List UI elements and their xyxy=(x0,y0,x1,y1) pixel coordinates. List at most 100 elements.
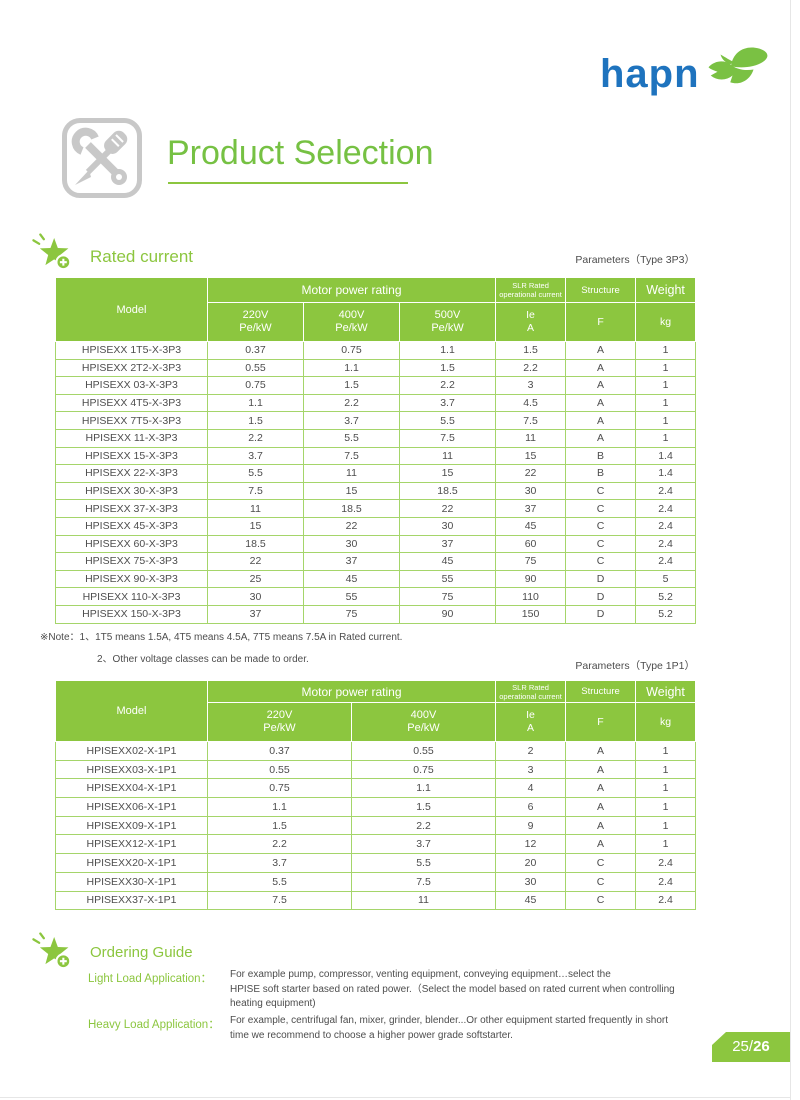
model-cell: HPISEXX 30-X-3P3 xyxy=(55,481,208,501)
value-cell: 2.2 xyxy=(207,834,352,855)
value-cell: 1 xyxy=(635,358,697,378)
model-cell: HPISEXX 45-X-3P3 xyxy=(55,516,208,536)
value-cell: 9 xyxy=(495,815,567,836)
value-cell: 4 xyxy=(495,778,567,799)
table-body-1p1: HPISEXX02-X-1P1 0.37 0.55 2 A 1 HPISEXX03-X-1P… xyxy=(55,741,697,911)
header-kg: kg xyxy=(635,302,697,342)
section-title-ordering-guide: Ordering Guide xyxy=(90,944,193,961)
value-cell: 30 xyxy=(495,871,567,892)
bird-icon xyxy=(704,44,770,97)
header-structure: Structure xyxy=(565,680,637,703)
model-cell: HPISEXX30-X-1P1 xyxy=(55,871,208,892)
value-cell: 18.5 xyxy=(207,534,304,554)
model-cell: HPISEXX 22-X-3P3 xyxy=(55,464,208,483)
value-cell: C xyxy=(565,499,637,518)
header-220v: 220V Pe/kW xyxy=(207,302,304,342)
table-row: HPISEXX 2T2-X-3P3 0.55 1.1 1.5 2.2 A 1 xyxy=(55,358,697,378)
value-cell: A xyxy=(565,341,637,360)
model-cell: HPISEXX 03-X-3P3 xyxy=(55,376,208,395)
value-cell: 12 xyxy=(495,834,567,855)
page-edge-bottom xyxy=(0,1097,791,1098)
value-cell: 3.7 xyxy=(207,446,304,466)
value-cell: 3.7 xyxy=(303,411,400,430)
value-cell: A xyxy=(565,411,637,430)
value-cell: 7.5 xyxy=(303,446,400,466)
value-cell: B xyxy=(565,464,637,483)
value-cell: C xyxy=(565,481,637,501)
value-cell: 0.55 xyxy=(207,358,304,378)
model-cell: HPISEXX 2T2-X-3P3 xyxy=(55,358,208,378)
value-cell: C xyxy=(565,890,637,911)
model-cell: HPISEXX 1T5-X-3P3 xyxy=(55,341,208,360)
wrench-screwdriver-icon xyxy=(67,127,137,197)
tools-icon-frame xyxy=(62,118,142,198)
page-title: Product Selection xyxy=(167,134,434,172)
model-cell: HPISEXX12-X-1P1 xyxy=(55,834,208,855)
value-cell: 1 xyxy=(635,778,697,799)
table-row: HPISEXX09-X-1P1 1.5 2.2 9 A 1 xyxy=(55,815,697,836)
table-row: HPISEXX 90-X-3P3 25 45 55 90 D 5 xyxy=(55,569,697,589)
value-cell: 45 xyxy=(495,890,567,911)
value-cell: 2.2 xyxy=(303,393,400,413)
value-cell: 1 xyxy=(635,834,697,855)
value-cell: A xyxy=(565,759,637,780)
brand-logo: hapn xyxy=(600,47,770,97)
page-current: 25/ xyxy=(732,1038,754,1055)
value-cell: 5.5 xyxy=(207,871,352,892)
value-cell: 30 xyxy=(303,534,400,554)
page-edge-right xyxy=(790,0,791,1100)
table-row: HPISEXX 15-X-3P3 3.7 7.5 11 15 B 1.4 xyxy=(55,446,697,466)
value-cell: 37 xyxy=(495,499,567,518)
value-cell: C xyxy=(565,516,637,536)
model-cell: HPISEXX 60-X-3P3 xyxy=(55,534,208,554)
header-weight: Weight xyxy=(635,680,697,703)
value-cell: 6 xyxy=(495,797,567,817)
value-cell: 1.1 xyxy=(350,778,497,799)
model-cell: HPISEXX 4T5-X-3P3 xyxy=(55,393,208,413)
value-cell: 75 xyxy=(303,604,400,624)
model-cell: HPISEXX 11-X-3P3 xyxy=(55,428,208,448)
value-cell: 45 xyxy=(303,569,400,589)
value-cell: 22 xyxy=(495,464,567,483)
value-cell: 1.5 xyxy=(207,815,352,836)
header-f: F xyxy=(565,702,637,742)
value-cell: 3.7 xyxy=(207,853,352,873)
value-cell: 1.5 xyxy=(398,358,497,378)
value-cell: 7.5 xyxy=(350,871,497,892)
value-cell: 37 xyxy=(303,552,400,571)
model-cell: HPISEXX 75-X-3P3 xyxy=(55,552,208,571)
value-cell: 1 xyxy=(635,815,697,836)
value-cell: A xyxy=(565,741,637,761)
value-cell: 1.5 xyxy=(350,797,497,817)
value-cell: 20 xyxy=(495,853,567,873)
table-row: HPISEXX30-X-1P1 5.5 7.5 30 C 2.4 xyxy=(55,871,697,892)
table-row: HPISEXX 30-X-3P3 7.5 15 18.5 30 C 2.4 xyxy=(55,481,697,501)
value-cell: 1 xyxy=(635,376,697,395)
header-400v: 400V Pe/kW xyxy=(350,702,497,742)
value-cell: C xyxy=(565,534,637,554)
header-f: F xyxy=(565,302,637,342)
header-model: Model xyxy=(55,680,208,742)
value-cell: 3 xyxy=(495,759,567,780)
value-cell: A xyxy=(565,797,637,817)
header-500v: 500V Pe/kW xyxy=(398,302,497,342)
value-cell: 18.5 xyxy=(398,481,497,501)
value-cell: 2.4 xyxy=(635,871,697,892)
header-slr-rated: SLR Rated operational current xyxy=(495,680,567,703)
value-cell: 11 xyxy=(303,464,400,483)
table-row: HPISEXX04-X-1P1 0.75 1.1 4 A 1 xyxy=(55,778,697,799)
model-cell: HPISEXX 150-X-3P3 xyxy=(55,604,208,624)
table-row: HPISEXX 110-X-3P3 30 55 75 110 D 5.2 xyxy=(55,587,697,606)
value-cell: 2 xyxy=(495,741,567,761)
value-cell: 30 xyxy=(398,516,497,536)
value-cell: C xyxy=(565,853,637,873)
star-plus-icon xyxy=(30,932,76,977)
value-cell: 1.1 xyxy=(398,341,497,360)
value-cell: 15 xyxy=(303,481,400,501)
value-cell: 1.5 xyxy=(303,376,400,395)
value-cell: 2.2 xyxy=(207,428,304,448)
value-cell: 7.5 xyxy=(207,481,304,501)
page-number-badge: 25/26 xyxy=(712,1032,790,1062)
value-cell: 3.7 xyxy=(350,834,497,855)
